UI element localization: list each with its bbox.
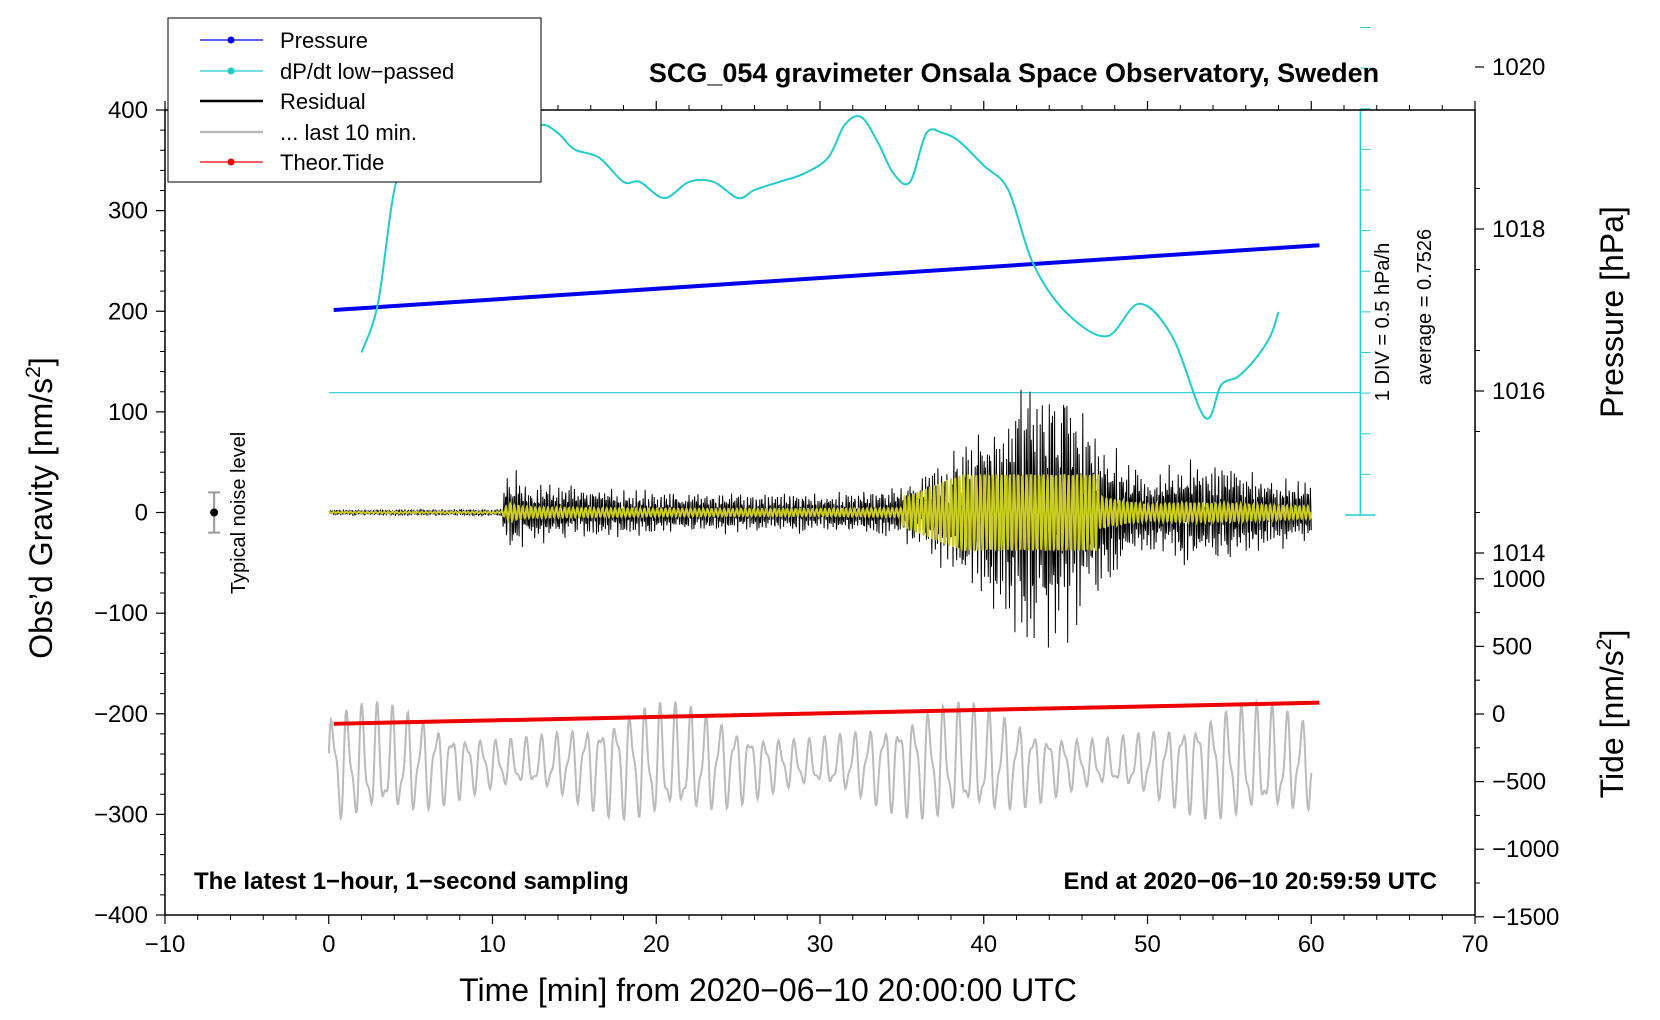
annotation-end-time: End at 2020−06−10 20:59:59 UTC [1063,868,1437,895]
legend-item-pressure: Pressure [200,28,368,53]
x-tick-label: 60 [1298,931,1325,958]
y-tick-label: 100 [108,399,148,426]
tide-tick-label: 1000 [1492,566,1545,593]
tide-tick-label: −1000 [1492,836,1559,863]
y-axis-label-left-sup: 2 [22,366,45,378]
legend-label-tide: Theor.Tide [280,150,384,175]
y-axis-label-tide-close: ] [1594,630,1630,639]
legend-marker-dpdt [227,67,235,75]
last10-series [327,698,1313,822]
legend-label-pressure: Pressure [280,28,368,53]
y-tick-label: −400 [94,902,148,929]
y-axis-label-left-main: Obs’d Gravity [nm/s [23,378,59,659]
y-tick-label: −100 [94,600,148,627]
legend: Pressure dP/dt low−passed Residual ... l… [167,17,542,183]
y-axis-label-left-close: ] [23,357,59,366]
y-axis-label-tide: Tide [nm/s2] [1593,630,1630,799]
x-tick-label: 20 [643,931,670,958]
pressure-tick-label: 1018 [1492,216,1545,243]
y-axis-label-tide-sup: 2 [1593,639,1616,651]
y-tick-label: 300 [108,198,148,225]
annotation-sampling: The latest 1−hour, 1−second sampling [194,868,629,895]
y-axis-label-pressure: Pressure [hPa] [1594,206,1630,418]
x-tick-label: 40 [970,931,997,958]
tick-layer: −10 0 10 20 30 40 50 60 704003002001000−100−200−… [94,54,1559,958]
legend-label-last10: ... last 10 min. [280,120,417,145]
legend-item-tide: Theor.Tide [200,150,384,175]
annotation-div: 1 DIV = 0.5 hPa/h [1372,243,1394,401]
x-axis-label: Time [min] from 2020−06−10 20:00:00 UTC [459,972,1077,1008]
pressure-tick-label: 1014 [1492,540,1545,567]
y-tick-label: −200 [94,701,148,728]
legend-item-residual: Residual [200,89,366,114]
y-axis-label-left: Obs’d Gravity [nm/s2] [22,357,59,659]
legend-marker-tide [227,158,235,166]
annotation-average: average = 0.7526 [1414,229,1436,385]
tide-series [333,700,1320,726]
y-tick-label: −300 [94,801,148,828]
tide-tick-label: −1500 [1492,904,1559,931]
x-tick-label: 70 [1462,931,1489,958]
data-traces-layer [208,27,1376,822]
legend-item-last10: ... last 10 min. [200,120,417,145]
noise-level-label: Typical noise level [228,432,250,594]
y-tick-label: 0 [135,500,148,527]
pressure-series [333,243,1320,312]
x-tick-label: 10 [479,931,506,958]
x-tick-label: 0 [322,931,335,958]
legend-label-dpdt: dP/dt low−passed [280,59,454,84]
pressure-tick-label: 1016 [1492,378,1545,405]
y-axis-label-tide-main: Tide [nm/s [1594,650,1630,798]
y-tick-label: 200 [108,298,148,325]
tide-tick-label: 0 [1492,701,1505,728]
tide-tick-label: −500 [1492,769,1546,796]
noise-point [210,508,219,517]
y-tick-label: 400 [108,97,148,124]
legend-label-residual: Residual [280,89,366,114]
x-tick-label: 50 [1134,931,1161,958]
pressure-tick-label: 1020 [1492,54,1545,81]
x-tick-label: −10 [145,931,186,958]
tide-tick-label: 500 [1492,633,1532,660]
filtered-overlay-series [328,473,1313,553]
chart-title: SCG_054 gravimeter Onsala Space Observat… [649,58,1379,88]
x-tick-label: 30 [807,931,834,958]
legend-marker-pressure [227,36,235,44]
legend-item-dpdt: dP/dt low−passed [200,59,454,84]
